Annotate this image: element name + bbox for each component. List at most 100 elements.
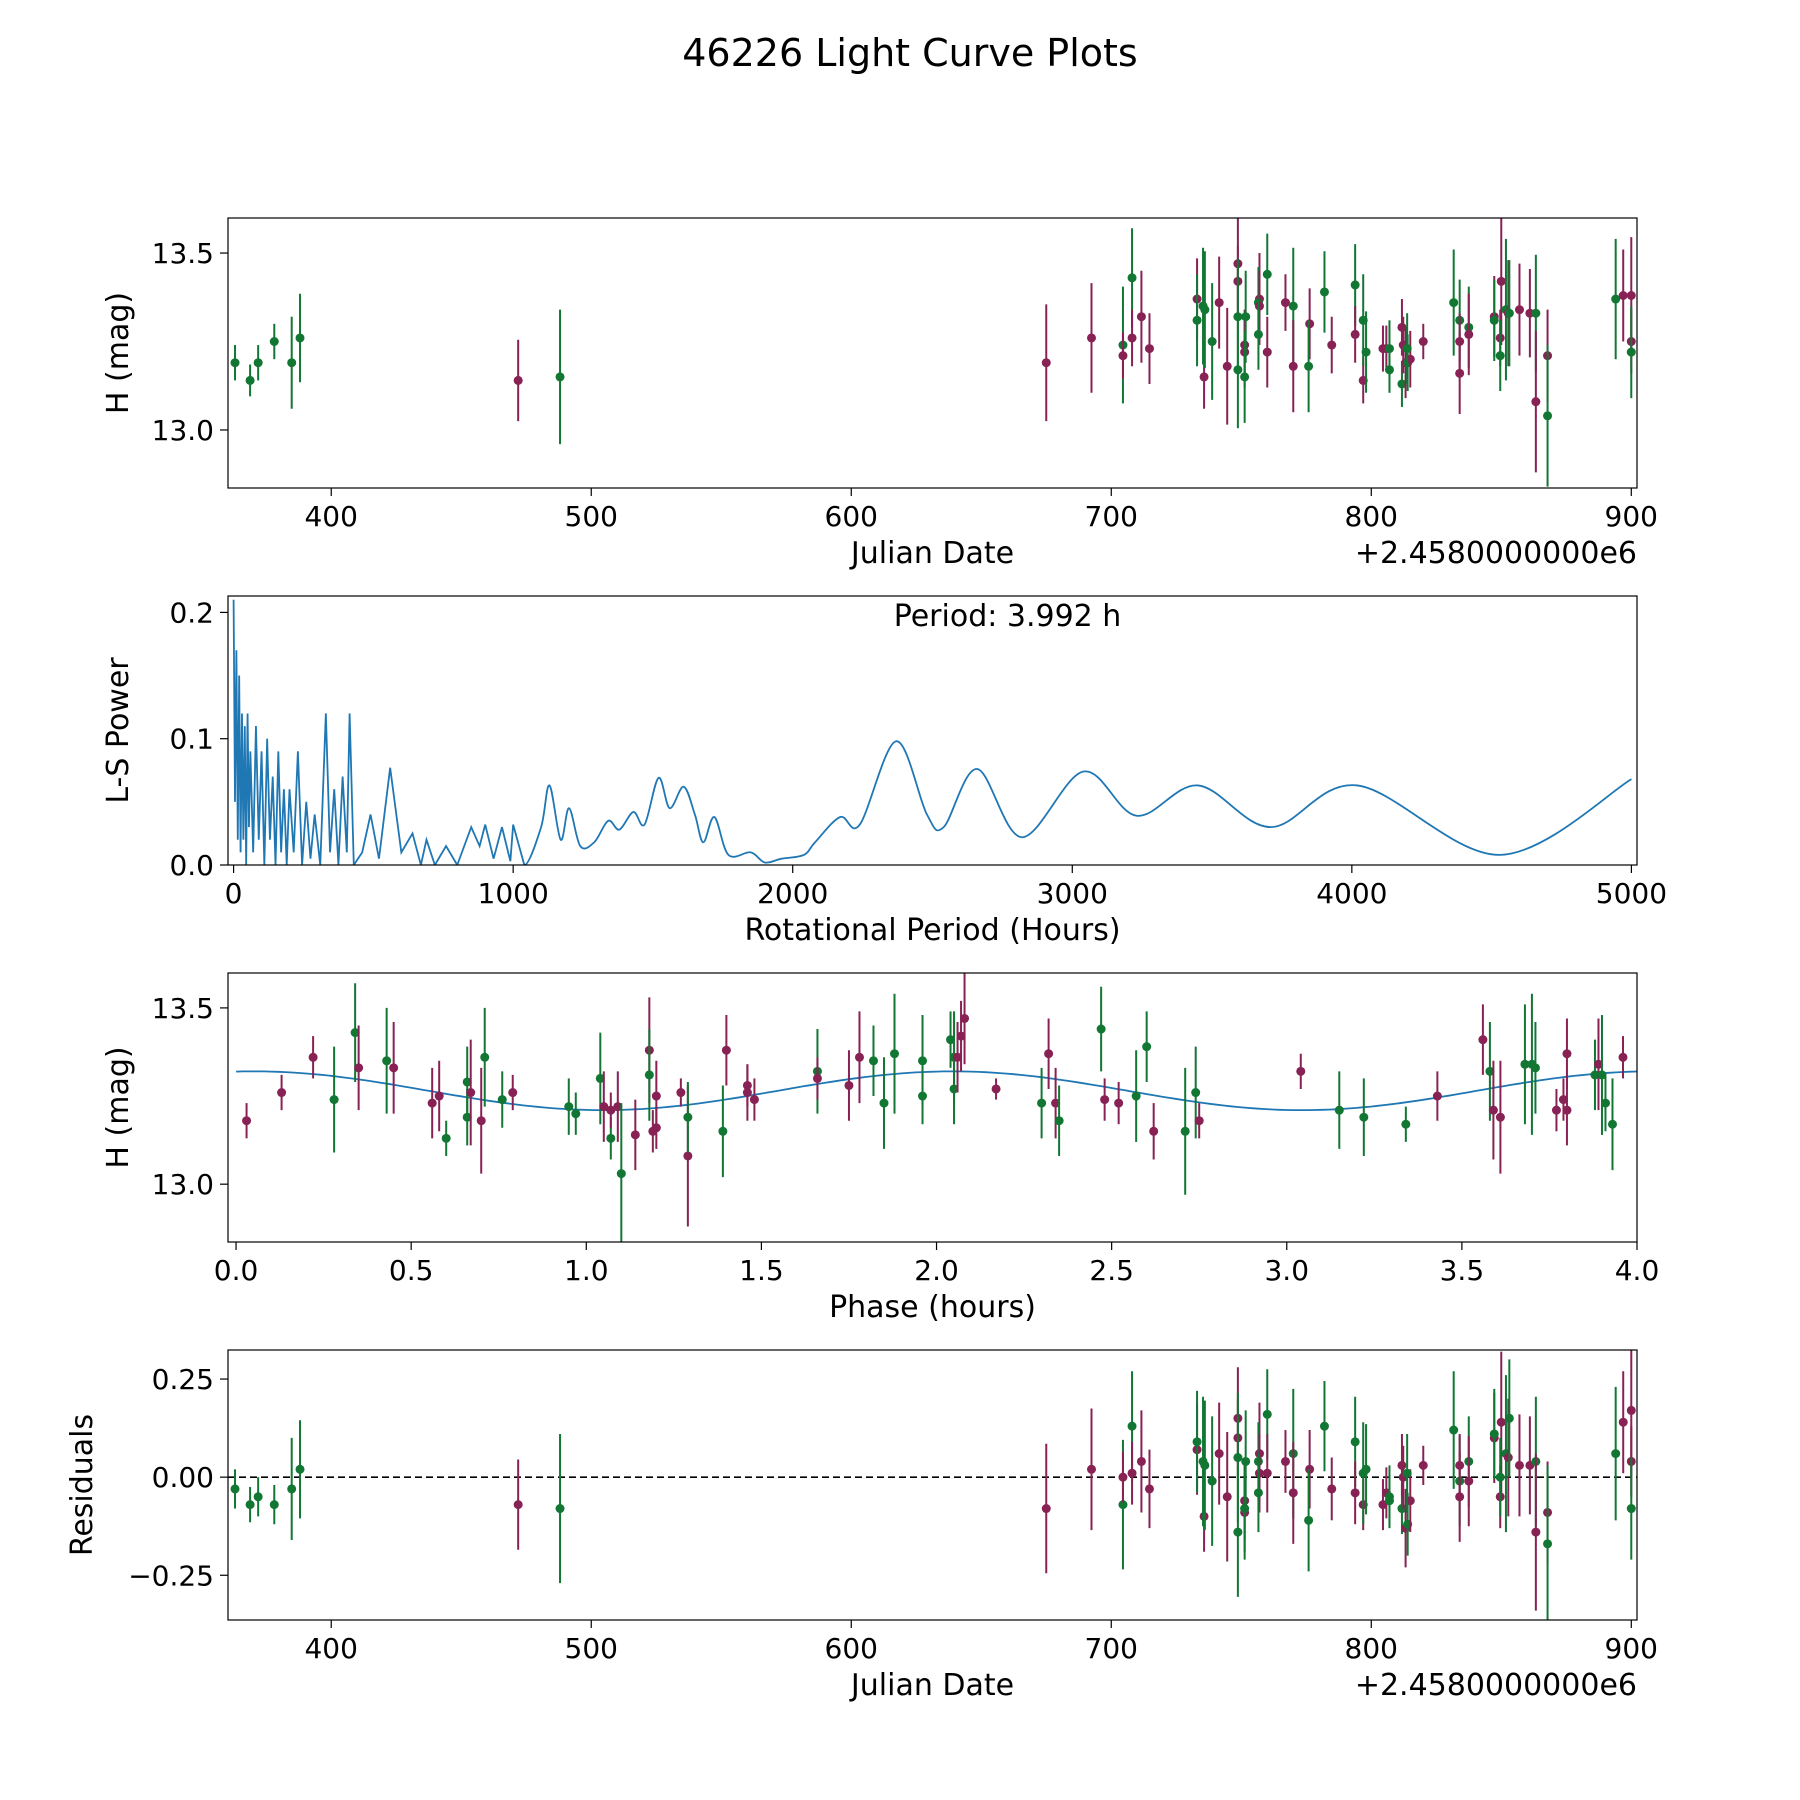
x-tick-label: 900 xyxy=(1605,1632,1658,1665)
residual-point xyxy=(1305,1464,1315,1474)
data-point xyxy=(1455,336,1465,346)
phase-point xyxy=(508,1088,518,1098)
phase-point xyxy=(879,1098,889,1108)
phase-point xyxy=(1520,1059,1530,1069)
phase-point xyxy=(1488,1105,1498,1115)
phase-point xyxy=(1593,1059,1603,1069)
phase-point xyxy=(1100,1095,1110,1105)
data-point xyxy=(1192,315,1202,325)
phase-point xyxy=(676,1088,686,1098)
data-point xyxy=(1626,347,1636,357)
x-tick-label: 0.5 xyxy=(389,1254,434,1287)
data-point xyxy=(1253,329,1263,339)
residual-point xyxy=(1280,1456,1290,1466)
residual-point xyxy=(1464,1476,1474,1486)
residual-point xyxy=(1626,1405,1636,1415)
phase-point xyxy=(277,1088,287,1098)
phase-point xyxy=(462,1077,472,1087)
data-point xyxy=(1327,340,1337,350)
plot-area xyxy=(232,599,1632,865)
residual-point xyxy=(1496,1417,1506,1427)
ls-power-line xyxy=(232,599,1632,865)
x-tick-label: 700 xyxy=(1085,500,1138,533)
residual-point xyxy=(1118,1500,1128,1510)
residual-point xyxy=(1262,1409,1272,1419)
phase-point xyxy=(1051,1098,1061,1108)
phase-point xyxy=(889,1049,899,1059)
x-offset-text: +2.4580000000e6 xyxy=(1355,1668,1637,1703)
residual-point xyxy=(1200,1460,1210,1470)
x-tick-label: 600 xyxy=(825,500,878,533)
data-point xyxy=(1288,301,1298,311)
phase-point xyxy=(1131,1091,1141,1101)
data-point xyxy=(1611,294,1621,304)
panel-phased: 0.0 0.5 1.0 1.5 2.0 2.5 3.0 3.5 4.0 13.0 13.5 Phase… xyxy=(101,972,1659,1325)
residual-point xyxy=(1350,1488,1360,1498)
data-point xyxy=(1262,347,1272,357)
residual-point xyxy=(1253,1488,1263,1498)
phase-point xyxy=(1194,1116,1204,1126)
axes-frame xyxy=(227,595,1638,866)
residual-point xyxy=(1611,1449,1621,1459)
residual-point xyxy=(1240,1504,1250,1514)
residual-point xyxy=(1618,1417,1628,1427)
data-point xyxy=(1222,361,1232,371)
phase-point xyxy=(953,1052,963,1062)
data-point xyxy=(1455,368,1465,378)
phase-point xyxy=(1590,1070,1600,1080)
residual-point xyxy=(230,1484,240,1494)
residual-point xyxy=(1504,1413,1514,1423)
residual-point xyxy=(1041,1504,1051,1514)
residual-point xyxy=(269,1500,279,1510)
phase-point xyxy=(441,1133,451,1143)
data-point xyxy=(1305,319,1315,329)
phase-point xyxy=(721,1045,731,1055)
y-axis-label: Residuals xyxy=(65,1414,100,1556)
phase-point xyxy=(1485,1066,1495,1076)
residual-point xyxy=(1233,1453,1243,1463)
data-point xyxy=(230,358,240,368)
phase-point xyxy=(683,1112,693,1122)
y-tick-label: −0.25 xyxy=(128,1559,214,1592)
phase-point xyxy=(382,1056,392,1066)
data-point xyxy=(1207,336,1217,346)
x-tick-label: 1000 xyxy=(478,877,549,910)
phase-point xyxy=(868,1056,878,1066)
phase-point xyxy=(630,1130,640,1140)
y-tick-label: 0.00 xyxy=(152,1461,214,1494)
phase-point xyxy=(613,1102,623,1112)
phase-point xyxy=(616,1169,626,1179)
residual-point xyxy=(1304,1515,1314,1525)
phase-point xyxy=(354,1063,364,1073)
x-tick-label: 700 xyxy=(1085,1632,1138,1665)
residual-point xyxy=(1233,1527,1243,1537)
panel-lightcurve: 400 500 600 700 800 900 13.0 13.5 Julian Date H (… xyxy=(101,217,1658,571)
phase-point xyxy=(606,1133,616,1143)
x-tick-label: 900 xyxy=(1605,500,1658,533)
residual-point xyxy=(1350,1437,1360,1447)
residual-point xyxy=(1288,1488,1298,1498)
residual-point xyxy=(1319,1421,1329,1431)
y-tick-label: 0.25 xyxy=(152,1363,214,1396)
data-point xyxy=(1418,336,1428,346)
x-tick-label: 500 xyxy=(565,500,618,533)
residual-point xyxy=(1449,1425,1459,1435)
residual-point xyxy=(287,1484,297,1494)
x-tick-label: 400 xyxy=(304,1632,357,1665)
phase-point xyxy=(462,1112,472,1122)
residual-point xyxy=(1254,1468,1264,1478)
x-tick-label: 4000 xyxy=(1316,877,1387,910)
data-point xyxy=(245,375,255,385)
data-point xyxy=(1254,301,1264,311)
phase-point xyxy=(1142,1042,1152,1052)
residual-point xyxy=(1327,1484,1337,1494)
data-point xyxy=(1402,344,1412,354)
phase-point xyxy=(497,1095,507,1105)
x-tick-label: 800 xyxy=(1345,500,1398,533)
phase-point xyxy=(427,1098,437,1108)
residual-point xyxy=(1514,1460,1524,1470)
residual-point xyxy=(513,1500,523,1510)
data-point xyxy=(1350,280,1360,290)
data-point xyxy=(1214,298,1224,308)
phase-point xyxy=(1114,1098,1124,1108)
